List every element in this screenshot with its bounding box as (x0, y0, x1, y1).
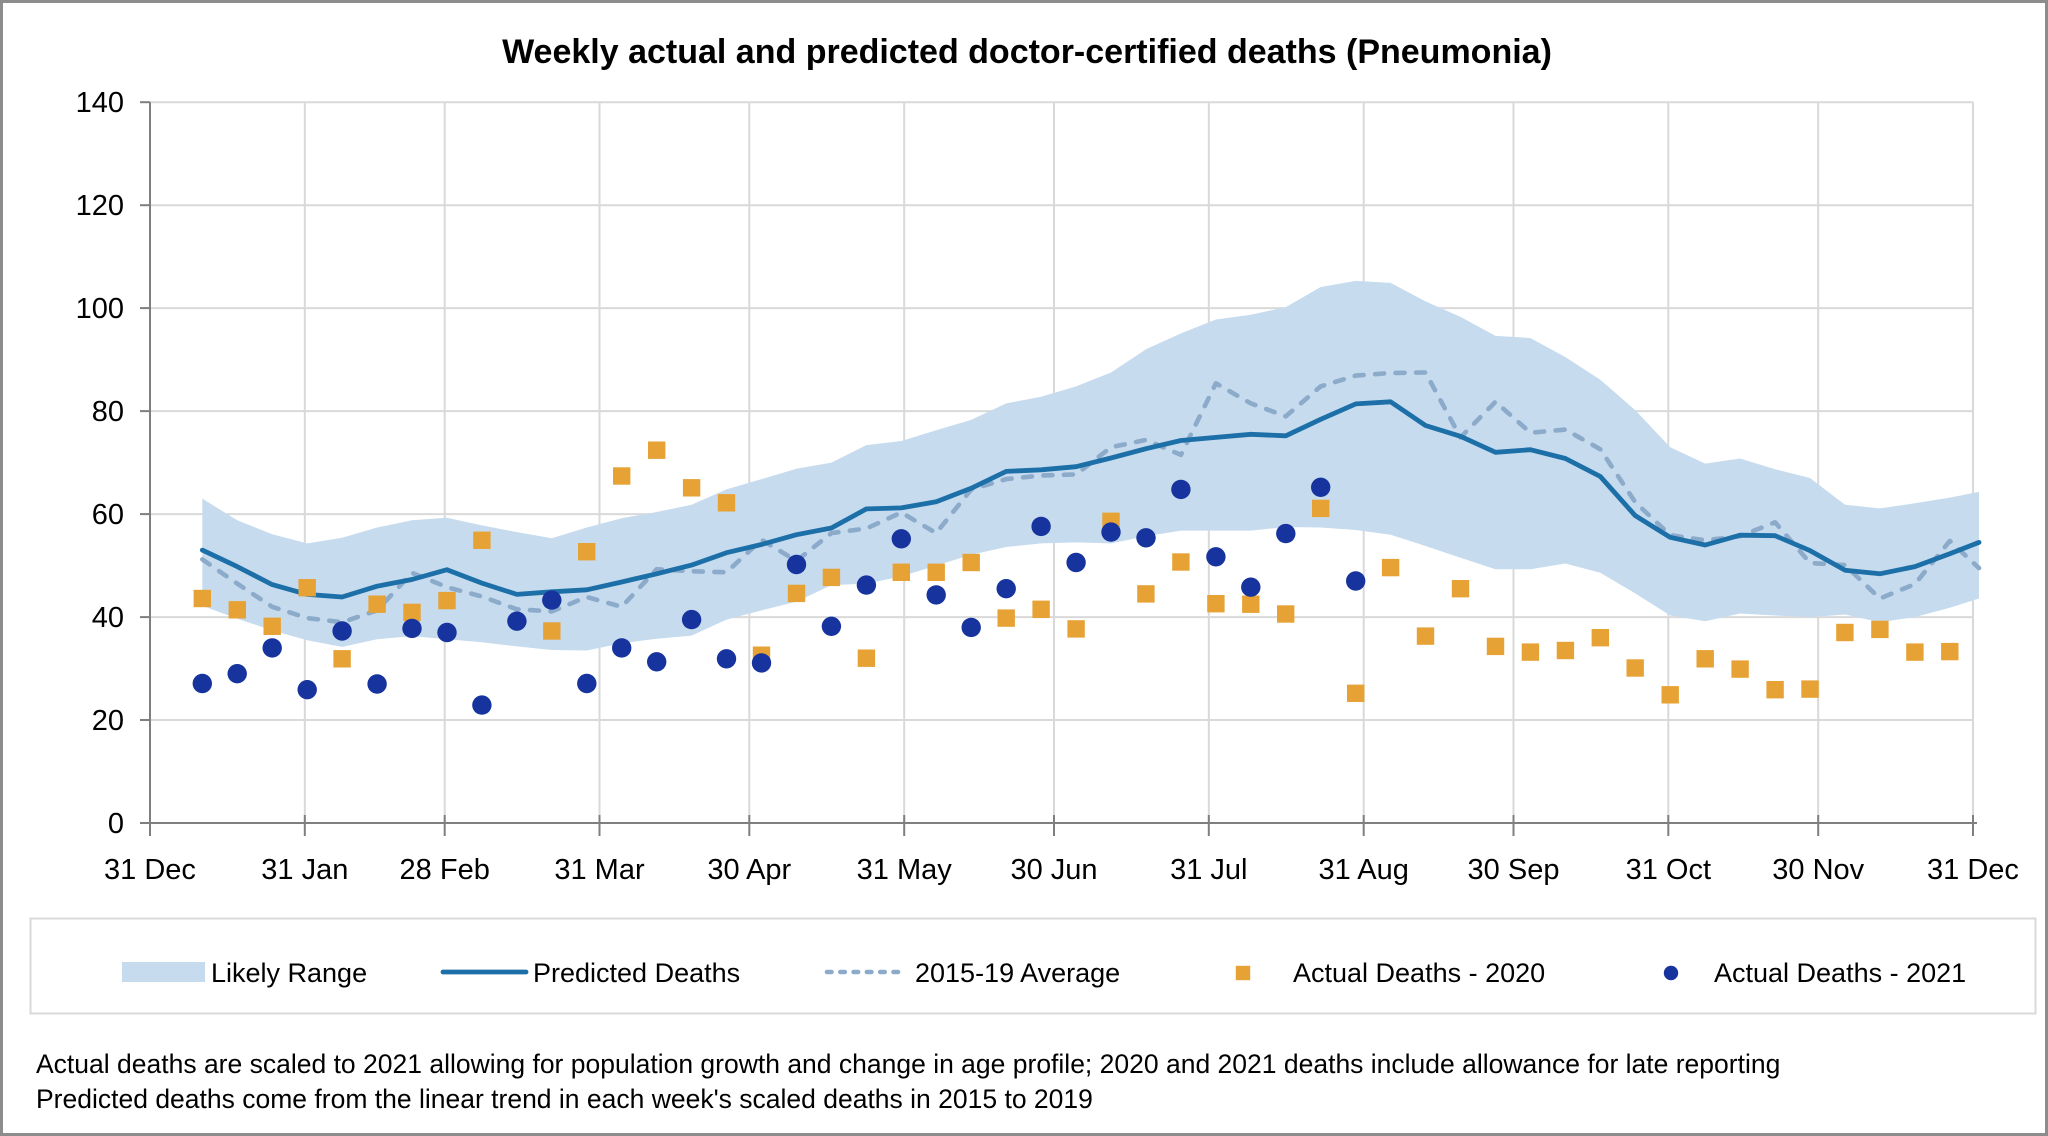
svg-text:31 Dec: 31 Dec (104, 854, 196, 886)
svg-text:40: 40 (92, 602, 124, 634)
svg-text:31 Jan: 31 Jan (261, 854, 348, 886)
svg-text:31 Mar: 31 Mar (554, 854, 645, 886)
svg-text:30 Nov: 30 Nov (1772, 854, 1864, 886)
svg-text:30 Sep: 30 Sep (1468, 854, 1560, 886)
svg-text:28 Feb: 28 Feb (400, 854, 490, 886)
svg-text:30 Jun: 30 Jun (1010, 854, 1097, 886)
svg-text:Predicted Deaths: Predicted Deaths (533, 958, 740, 988)
svg-text:60: 60 (92, 499, 124, 531)
svg-text:20: 20 (92, 705, 124, 737)
svg-text:31 Dec: 31 Dec (1927, 854, 2019, 886)
svg-text:Actual deaths are scaled to 20: Actual deaths are scaled to 2021 allowin… (36, 1049, 1780, 1079)
svg-text:Actual Deaths - 2021: Actual Deaths - 2021 (1714, 958, 1966, 988)
svg-text:0: 0 (108, 808, 124, 840)
svg-text:Predicted deaths come from the: Predicted deaths come from the linear tr… (36, 1084, 1093, 1114)
svg-text:31 May: 31 May (857, 854, 953, 886)
svg-text:Likely Range: Likely Range (211, 958, 367, 988)
svg-text:31 Jul: 31 Jul (1170, 854, 1247, 886)
svg-text:31 Aug: 31 Aug (1319, 854, 1409, 886)
svg-text:140: 140 (76, 87, 124, 119)
svg-text:80: 80 (92, 396, 124, 428)
svg-text:120: 120 (76, 190, 124, 222)
svg-text:30 Apr: 30 Apr (707, 854, 791, 886)
svg-text:100: 100 (76, 293, 124, 325)
svg-text:Actual Deaths - 2020: Actual Deaths - 2020 (1293, 958, 1545, 988)
svg-text:Weekly actual and predicted do: Weekly actual and predicted doctor-certi… (502, 33, 1552, 71)
svg-text:2015-19 Average: 2015-19 Average (915, 958, 1120, 988)
svg-text:31 Oct: 31 Oct (1626, 854, 1711, 886)
